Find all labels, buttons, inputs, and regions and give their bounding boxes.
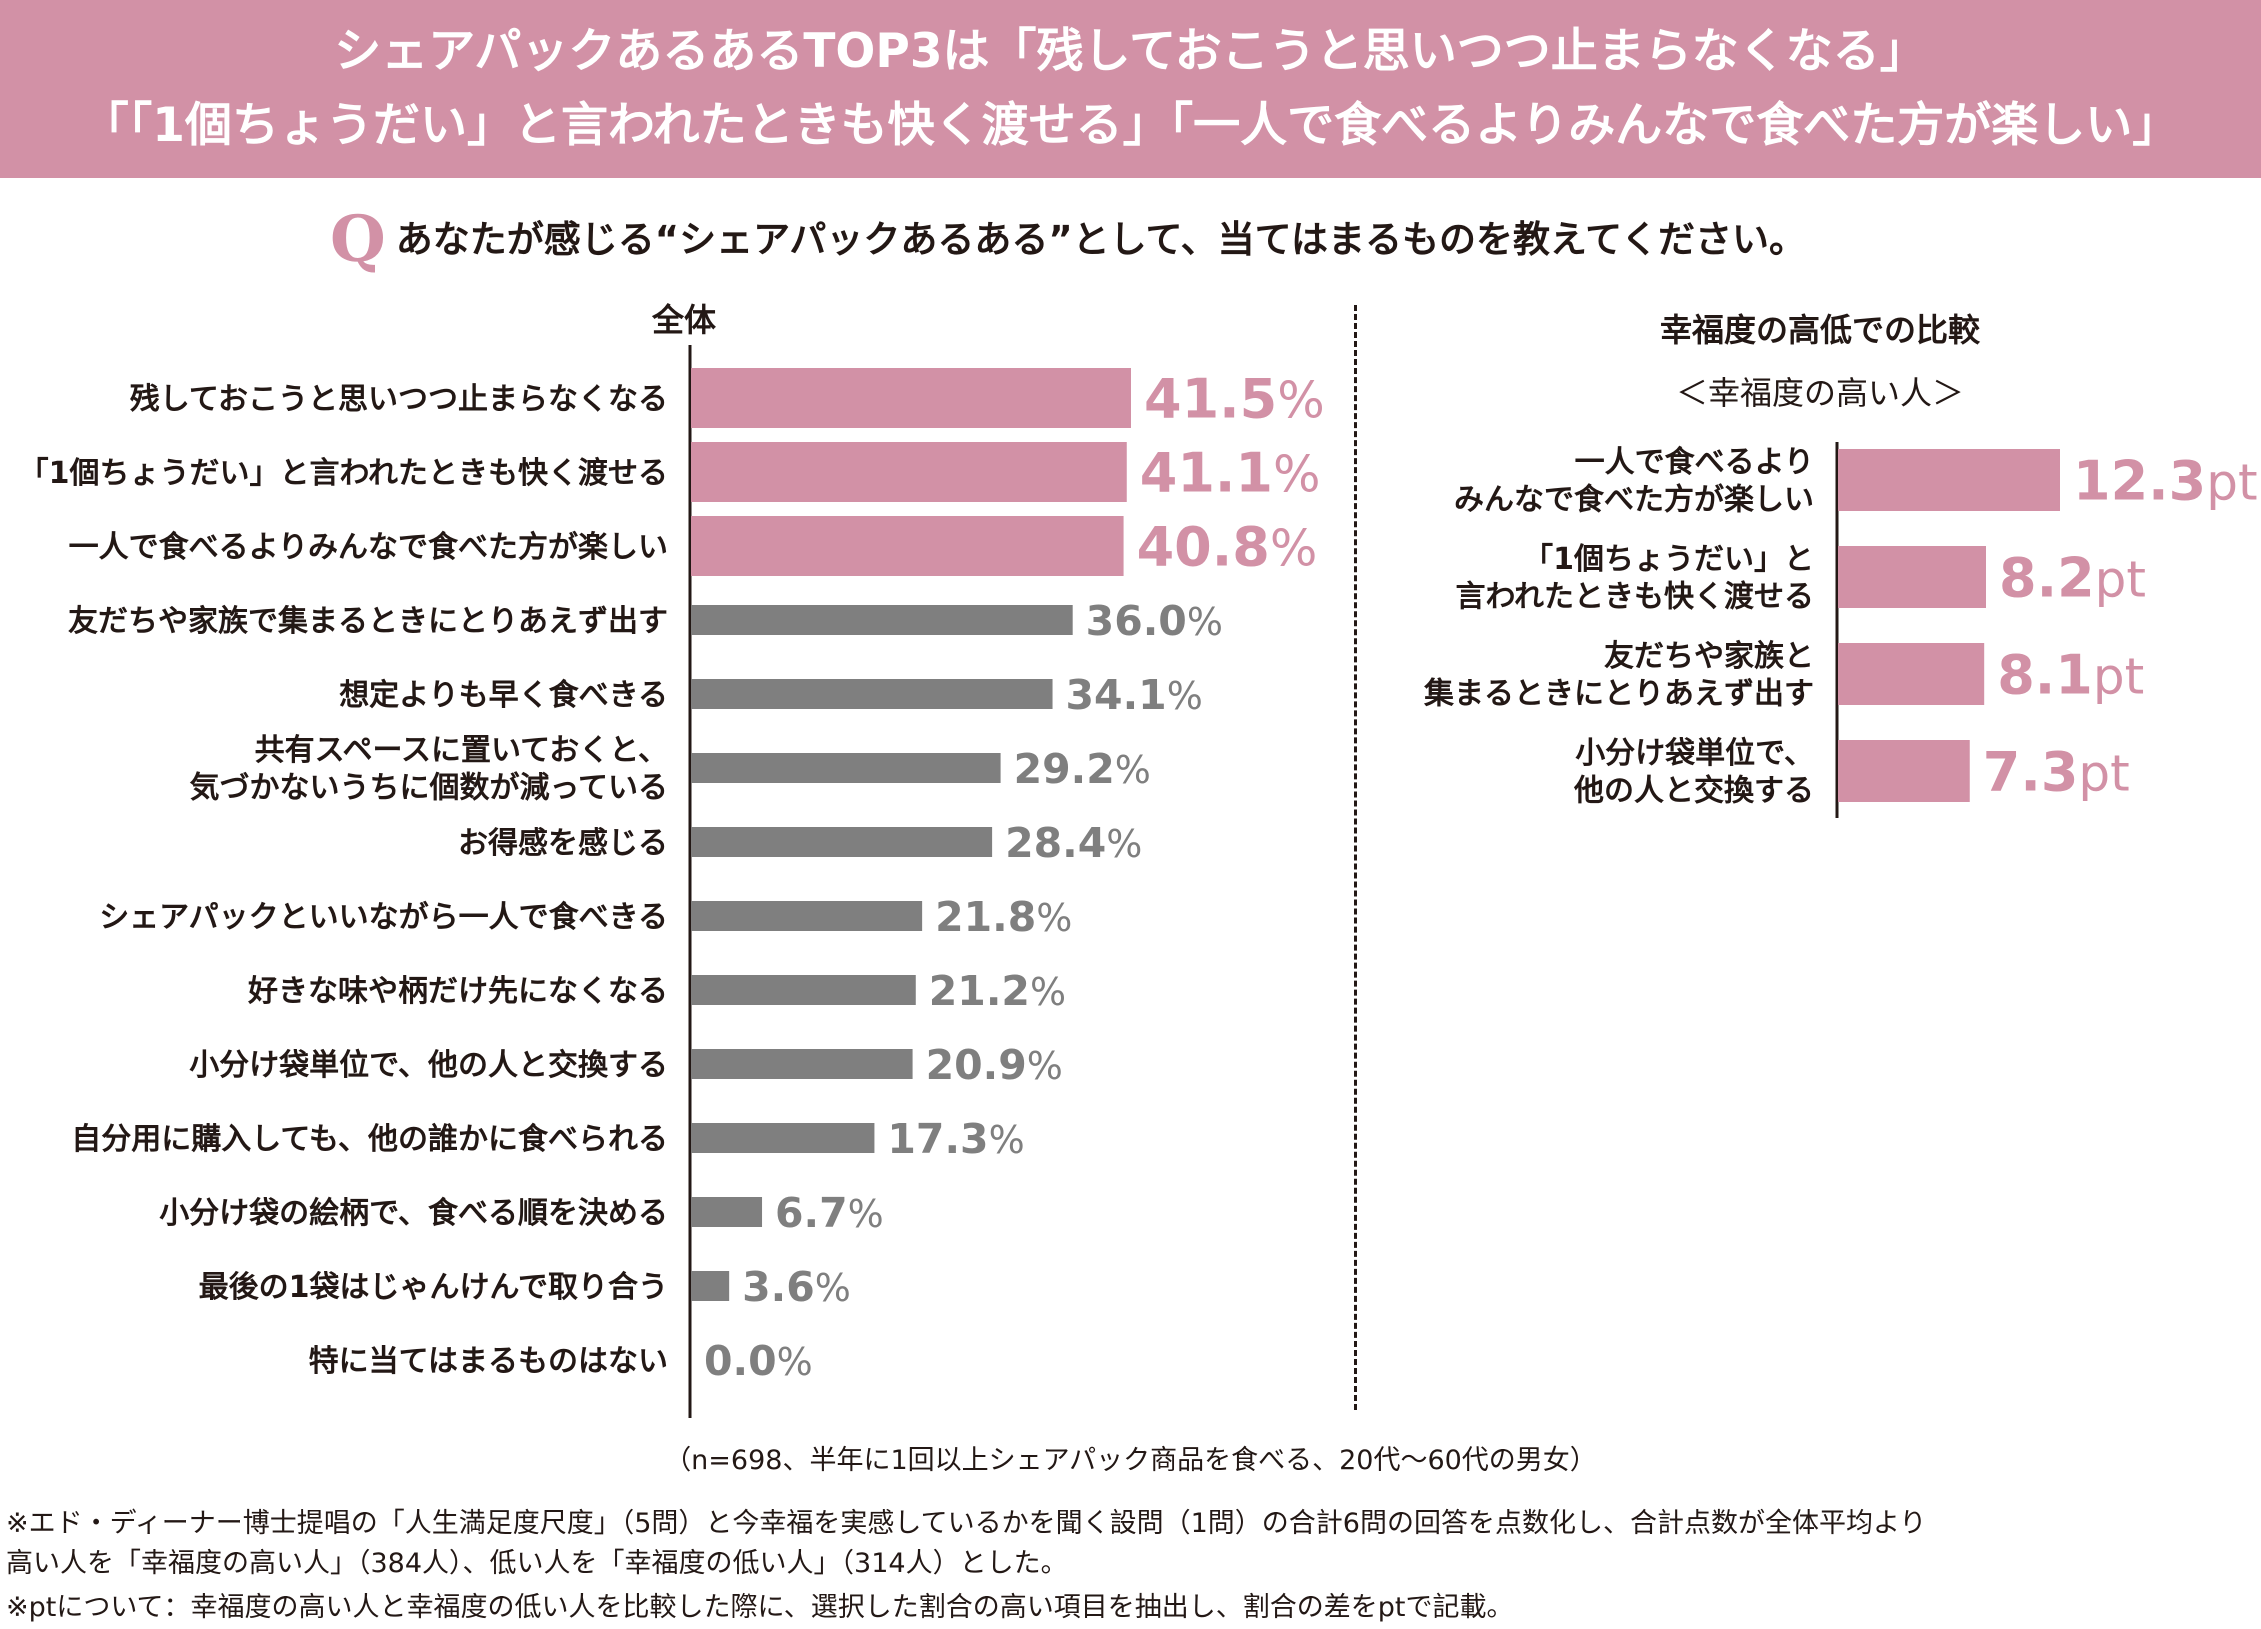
overall-category-label: 好きな味や柄だけ先になくなる <box>247 974 668 1009</box>
overall-value-label: 0.0% <box>704 1337 813 1385</box>
overall-bar <box>691 368 1131 428</box>
overall-category-label: 小分け袋単位で、他の人と交換する <box>189 1048 668 1083</box>
overall-bar <box>691 901 923 931</box>
overall-value-label: 41.5% <box>1144 367 1325 430</box>
overall-bar <box>691 1123 875 1153</box>
overall-bar <box>691 442 1127 502</box>
comparison-bar <box>1838 449 2060 511</box>
overall-value-label: 34.1% <box>1066 671 1203 719</box>
overall-value-label: 17.3% <box>887 1115 1024 1163</box>
comparison-subgroup: ＜幸福度の高い人＞ <box>1675 374 1964 412</box>
overall-value-label: 40.8% <box>1137 515 1318 578</box>
overall-category-label: 特に当てはまるものはない <box>309 1344 668 1379</box>
comparison-bar <box>1838 740 1970 802</box>
overall-bar <box>691 605 1073 635</box>
comparison-value-label: 8.2pt <box>1999 546 2146 609</box>
overall-bar <box>691 516 1124 576</box>
overall-bar <box>691 827 993 857</box>
overall-category-label: お得感を感じる <box>458 826 668 861</box>
overall-chart-title: 全体 <box>652 301 717 339</box>
overall-value-label: 21.8% <box>935 893 1072 941</box>
footnote-1b: 高い人を「幸福度の高い人」（384人）、低い人を「幸福度の低い人」（314人）と… <box>6 1548 1068 1579</box>
question-mark: Q <box>330 202 386 277</box>
overall-category-label: シェアパックといいながら一人で食べきる <box>99 900 668 935</box>
question-text: あなたが感じる“シェアパックあるある”として、当てはまるものを教えてください。 <box>395 218 1806 261</box>
overall-value-label: 20.9% <box>926 1041 1063 1089</box>
header-line-2: 「「1個ちょうだい」と言われたときも快く渡せる」「一人で食べるよりみんなで食べた… <box>81 98 2180 153</box>
overall-category-label: 残しておこうと思いつつ止まらなくなる <box>130 382 668 417</box>
sample-note: （n=698、半年に1回以上シェアパック商品を食べる、20代～60代の男女） <box>664 1445 1597 1476</box>
comparison-category-label: 友だちや家族と集まるときにとりあえず出す <box>1423 639 1814 712</box>
question: Q あなたが感じる“シェアパックあるある”として、当てはまるものを教えてください。 <box>330 205 1806 275</box>
overall-bar <box>691 975 916 1005</box>
overall-category-label: 想定よりも早く食べきる <box>339 678 668 713</box>
overall-value-label: 29.2% <box>1014 745 1151 793</box>
footnote-2: ※ptについて：幸福度の高い人と幸福度の低い人を比較した際に、選択した割合の高い… <box>6 1592 1514 1623</box>
comparison-category-label: 「1個ちょうだい」と言われたときも快く渡せる <box>1456 542 1815 615</box>
overall-value-label: 21.2% <box>929 967 1066 1015</box>
overall-category-label: 友だちや家族で集まるときにとりあえず出す <box>68 604 668 639</box>
overall-value-label: 3.6% <box>742 1263 851 1311</box>
overall-value-label: 6.7% <box>775 1189 884 1237</box>
overall-category-label: 最後の1袋はじゃんけんで取り合う <box>199 1270 668 1305</box>
comparison-chart-title: 幸福度の高低での比較 <box>1659 311 1980 349</box>
comparison-value-label: 12.3pt <box>2073 449 2258 512</box>
overall-bar <box>691 679 1053 709</box>
comparison-category-label: 小分け袋単位で、他の人と交換する <box>1573 736 1814 809</box>
header-line-1: シェアパックあるあるTOP3は「残しておこうと思いつつ止まらなくなる」 <box>334 24 1927 79</box>
comparison-bar <box>1838 643 1985 705</box>
comparison-value-label: 8.1pt <box>1997 643 2144 706</box>
comparison-bar <box>1838 546 1986 608</box>
overall-bar <box>691 1271 730 1301</box>
overall-bar <box>691 1197 763 1227</box>
comparison-value-label: 7.3pt <box>1983 740 2130 803</box>
overall-bar <box>691 753 1001 783</box>
overall-value-label: 28.4% <box>1005 819 1142 867</box>
footnote-1a: ※エド・ディーナー博士提唱の「人生満足度尺度」（5問）と今幸福を実感しているかを… <box>6 1508 1927 1539</box>
section-divider <box>1354 305 1357 1410</box>
comparison-category-label: 一人で食べるよりみんなで食べた方が楽しい <box>1454 445 1814 518</box>
overall-category-label: 「1個ちょうだい」と言われたときも快く渡せる <box>19 456 668 491</box>
overall-category-label: 小分け袋の絵柄で、食べる順を決める <box>159 1196 668 1231</box>
overall-category-label: 自分用に購入しても、他の誰かに食べられる <box>71 1122 668 1157</box>
overall-value-label: 41.1% <box>1140 441 1321 504</box>
overall-category-label: 一人で食べるよりみんなで食べた方が楽しい <box>69 530 668 565</box>
overall-value-label: 36.0% <box>1086 597 1223 645</box>
overall-bar <box>691 1049 913 1079</box>
overall-category-label: 共有スペースに置いておくと、気づかないうちに個数が減っている <box>190 733 669 806</box>
header-banner: シェアパックあるあるTOP3は「残しておこうと思いつつ止まらなくなる」 「「1個… <box>0 0 2261 178</box>
